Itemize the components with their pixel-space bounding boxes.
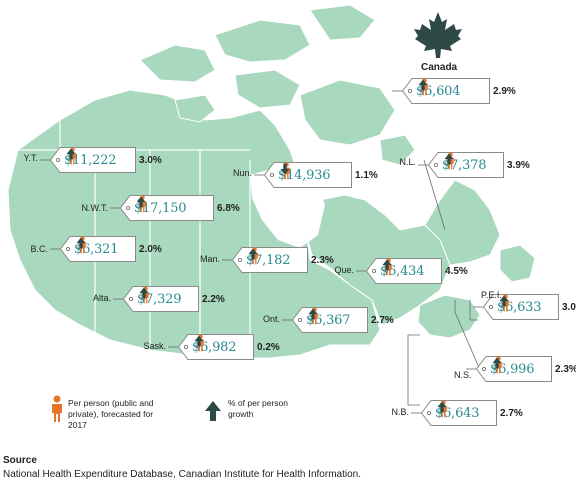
growth-nb: 2.7% <box>500 408 523 419</box>
price-tag-ns: $6,996 <box>466 356 552 382</box>
region-label-alta: Alta. <box>92 293 111 303</box>
map-island-4 <box>299 79 396 146</box>
price-tag-que: $6,434 <box>356 258 442 284</box>
source-text: National Health Expenditure Database, Ca… <box>3 469 361 480</box>
price-tag-pei: $6,633 <box>473 294 559 320</box>
region-label-sask: Sask. <box>143 341 166 351</box>
growth-nwt: 6.8% <box>217 203 240 214</box>
amount-nun: $14,936 <box>278 167 331 183</box>
region-label-nun: Nun. <box>232 168 252 178</box>
growth-alta: 2.2% <box>202 294 225 305</box>
arrow-up-icon <box>499 295 509 307</box>
amount-yt: $11,222 <box>64 152 117 168</box>
arrow-up-icon <box>418 79 428 91</box>
region-label-nwt: N.W.T. <box>81 203 109 213</box>
arrow-down-icon <box>280 163 290 175</box>
growth-nl: 3.9% <box>507 160 530 171</box>
map-landmass-newfoundland <box>499 244 536 283</box>
price-tag-yt: $11,222 <box>40 147 136 173</box>
growth-yt: 3.0% <box>139 155 162 166</box>
region-label-nb: N.B. <box>391 407 409 417</box>
price-tag-nl: $7,378 <box>418 152 504 178</box>
amount-nwt: $17,150 <box>134 200 187 216</box>
growth-man: 2.3% <box>311 255 334 266</box>
region-label-man: Man. <box>199 254 220 264</box>
map-island-1 <box>139 44 216 83</box>
price-tag-bc: $6,321 <box>50 236 136 262</box>
price-tag-sask: $6,982 <box>168 334 254 360</box>
price-tag-man: $7,182 <box>222 247 308 273</box>
region-label-pei: P.E.I. <box>481 290 502 300</box>
region-label-que: Que. <box>334 265 354 275</box>
region-label-ns: N.S. <box>454 370 472 380</box>
map-island-3 <box>234 69 301 109</box>
region-label-yt: Y.T. <box>23 153 38 163</box>
price-tag-alta: $7,329 <box>113 286 199 312</box>
legend-growth-label: % of per person growth <box>228 398 289 419</box>
growth-pei: 3.0% <box>562 302 576 313</box>
growth-ns: 2.3% <box>555 364 576 375</box>
region-label-bc: B.C. <box>30 244 48 254</box>
arrow-up-icon <box>76 237 86 249</box>
leader-lines <box>407 159 481 406</box>
arrow-up-icon <box>194 335 204 347</box>
arrow-up-icon <box>139 287 149 299</box>
arrow-up-icon <box>248 248 258 260</box>
price-tag-nun: $14,936 <box>254 162 352 188</box>
arrow-up-icon <box>492 357 502 369</box>
map-island-2 <box>214 19 311 63</box>
legend-person-icon <box>52 395 62 422</box>
map-island-5 <box>309 4 376 41</box>
price-tag-nb: $6,643 <box>411 400 497 426</box>
map-island-7 <box>379 134 416 166</box>
source-title: Source <box>3 455 37 466</box>
growth-sask: 0.2% <box>257 342 280 353</box>
growth-country: 2.9% <box>493 86 516 97</box>
arrow-up-icon <box>437 401 447 413</box>
growth-ont: 2.7% <box>371 315 394 326</box>
arrow-up-icon <box>136 196 146 208</box>
growth-nun: 1.1% <box>355 170 378 181</box>
arrow-up-icon <box>382 259 392 271</box>
price-tag-country: $6,604 <box>392 78 490 104</box>
map-landmass-labrador <box>424 179 501 266</box>
legend-arrow-icon <box>205 401 221 421</box>
growth-que: 4.5% <box>445 266 468 277</box>
map-landmass-maritimes <box>417 294 481 339</box>
price-tag-ont: $6,367 <box>282 307 368 333</box>
maple-leaf-icon <box>414 12 462 58</box>
arrow-up-icon <box>444 153 454 165</box>
price-tag-nwt: $17,150 <box>110 195 214 221</box>
legend-person-label: Per person (public and private), forecas… <box>68 398 154 430</box>
arrow-up-icon <box>308 308 318 320</box>
arrow-up-icon <box>66 148 76 160</box>
growth-bc: 2.0% <box>139 244 162 255</box>
canada-title: Canada <box>421 62 458 73</box>
region-label-ont: Ont. <box>262 314 280 324</box>
region-label-nl: N.L. <box>399 157 416 167</box>
map-island-6 <box>174 94 216 123</box>
